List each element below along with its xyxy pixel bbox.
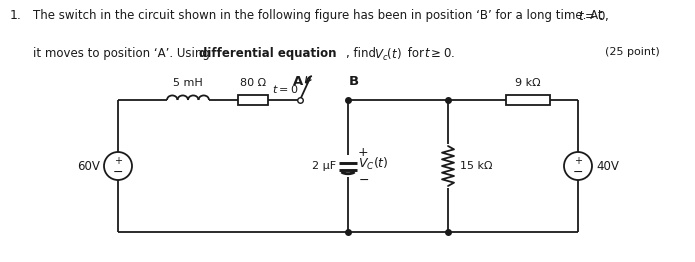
Text: for: for (404, 47, 428, 60)
Text: 1.: 1. (10, 9, 22, 22)
Text: A: A (293, 75, 303, 88)
Text: The switch in the circuit shown in the following figure has been in position ‘B’: The switch in the circuit shown in the f… (33, 9, 607, 22)
Text: 80 Ω: 80 Ω (240, 78, 266, 88)
Text: 5 mH: 5 mH (173, 78, 203, 88)
Text: differential equation: differential equation (199, 47, 336, 60)
Text: 2 μF: 2 μF (312, 161, 336, 171)
Text: $t \geq 0.$: $t \geq 0.$ (424, 47, 455, 60)
Text: , find: , find (346, 47, 380, 60)
Text: 9 kΩ: 9 kΩ (515, 78, 541, 88)
Text: −: − (113, 166, 123, 178)
Text: $-$: $-$ (358, 172, 369, 185)
Text: +: + (114, 156, 122, 166)
Text: $V_C(t)$: $V_C(t)$ (358, 156, 389, 172)
Text: −: − (573, 166, 583, 178)
Text: 15 kΩ: 15 kΩ (460, 161, 493, 171)
Text: $t = 0$: $t = 0$ (272, 83, 298, 95)
Text: (25 point): (25 point) (605, 47, 660, 57)
Bar (506, 95, 550, 105)
Text: +: + (358, 145, 368, 159)
Text: 40V: 40V (596, 160, 619, 172)
Text: it moves to position ‘A’. Using: it moves to position ‘A’. Using (33, 47, 214, 60)
Text: 60V: 60V (77, 160, 100, 172)
Text: +: + (574, 156, 582, 166)
Bar (238, 95, 268, 105)
Text: B: B (349, 75, 359, 88)
Text: $t = 0,$: $t = 0,$ (578, 9, 610, 23)
Text: $V_c(t)$: $V_c(t)$ (374, 47, 402, 63)
